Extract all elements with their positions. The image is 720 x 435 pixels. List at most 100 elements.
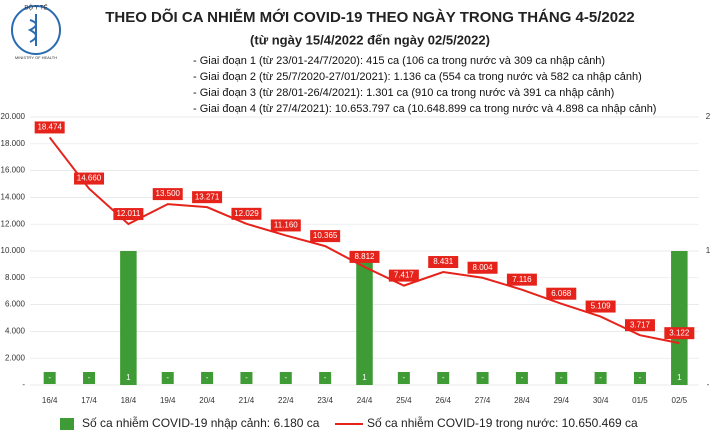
data-label-box	[349, 250, 380, 263]
bar-label-box	[161, 372, 174, 384]
bar-label: -	[403, 373, 406, 382]
data-label-box	[270, 219, 301, 232]
chart-title: THEO DÕI CA NHIỄM MỚI COVID-19 THEO NGÀY…	[105, 8, 635, 26]
bar-label: -	[284, 373, 287, 382]
annotation: - Giai đoạn 4 (từ 27/4/2021): 10.653.797…	[193, 103, 656, 115]
y-tick-label: 16.000	[1, 166, 26, 175]
bar-label: 1	[126, 373, 131, 382]
bar-label: -	[599, 373, 602, 382]
x-tick-label: 01/5	[632, 396, 648, 405]
annotation: - Giai đoạn 3 (từ 28/01-26/4/2021): 1.30…	[193, 87, 614, 99]
data-label: 11.160	[274, 221, 298, 230]
x-tick-label: 21/4	[239, 396, 255, 405]
data-label-box	[152, 188, 183, 201]
data-label-box	[506, 273, 537, 286]
data-label-box	[428, 256, 459, 269]
bar-label: -	[88, 373, 91, 382]
bar	[671, 251, 688, 385]
bar-label-box	[279, 372, 292, 384]
data-label: 8.431	[433, 257, 454, 266]
bar-label: -	[206, 373, 209, 382]
data-label: 18.474	[37, 123, 62, 132]
data-label-box	[664, 327, 695, 340]
y2-tick-label: -	[707, 380, 710, 389]
bar	[356, 251, 373, 385]
x-tick-label: 23/4	[317, 396, 333, 405]
chart-subtitle: (từ ngày 15/4/2022 đến ngày 02/5/2022)	[250, 32, 490, 47]
y-tick-label: 2.000	[5, 353, 26, 362]
y-tick-label: 20.000	[1, 112, 26, 121]
bar-label-box	[594, 372, 607, 384]
y-tick-label: 6.000	[5, 300, 26, 309]
logo-bottom: MINISTRY OF HEALTH	[15, 55, 57, 60]
legend-label: Số ca nhiễm COVID-19 trong nước: 10.650.…	[367, 415, 638, 430]
bar-label-box	[240, 372, 253, 384]
bar-label-box	[633, 372, 646, 384]
bar-label: -	[48, 373, 51, 382]
data-label: 7.116	[512, 275, 532, 284]
x-tick-label: 02/5	[672, 396, 688, 405]
logo-snake	[27, 19, 37, 43]
data-label: 12.011	[116, 209, 140, 218]
data-label: 3.122	[669, 328, 690, 337]
bar-label-box	[83, 372, 96, 384]
x-tick-label: 22/4	[278, 396, 294, 405]
data-label: 5.109	[591, 302, 612, 311]
x-tick-label: 25/4	[396, 396, 412, 405]
data-label: 14.660	[77, 174, 102, 183]
bar-label-box	[476, 372, 489, 384]
bar-label: 1	[362, 373, 367, 382]
y2-tick-label: 2	[706, 112, 711, 121]
data-label: 10.365	[313, 231, 338, 240]
x-tick-label: 20/4	[199, 396, 215, 405]
x-tick-label: 17/4	[81, 396, 97, 405]
bar-label-box	[201, 372, 214, 384]
bar-label: -	[245, 373, 248, 382]
y-tick-label: 10.000	[1, 246, 26, 255]
x-tick-label: 24/4	[357, 396, 373, 405]
data-label-box	[467, 261, 498, 274]
bar-label: -	[442, 373, 445, 382]
data-label: 8.004	[473, 263, 494, 272]
bar-label-box	[555, 372, 568, 384]
x-tick-label: 18/4	[121, 396, 137, 405]
x-tick-label: 16/4	[42, 396, 58, 405]
bar	[120, 251, 137, 385]
annotation: - Giai đoạn 1 (từ 23/01-24/7/2020): 415 …	[193, 55, 605, 67]
y-tick-label: 14.000	[1, 193, 26, 202]
x-tick-label: 19/4	[160, 396, 176, 405]
data-label: 7.417	[394, 271, 415, 280]
data-label: 13.500	[156, 189, 181, 198]
bar-label-box	[358, 372, 371, 384]
line	[48, 136, 680, 345]
y2-tick-label: 1	[706, 246, 711, 255]
x-tick-label: 30/4	[593, 396, 609, 405]
logo: BỘ Y TẾ MINISTRY OF HEALTH	[11, 5, 61, 60]
y-tick-label: 12.000	[1, 219, 26, 228]
x-tick-label: 28/4	[514, 396, 530, 405]
x-tick-label: 27/4	[475, 396, 491, 405]
y-tick-label: 8.000	[5, 273, 26, 282]
y-tick-label: 18.000	[1, 139, 26, 148]
y-tick-label: 4.000	[5, 327, 26, 336]
data-label: 12.029	[234, 209, 259, 218]
data-label-box	[231, 207, 262, 220]
data-label: 13.271	[195, 192, 220, 201]
data-label-box	[624, 319, 655, 332]
bar-label-box	[319, 372, 332, 384]
bar-label-box	[122, 372, 135, 384]
data-label: 6.068	[551, 289, 572, 298]
x-tick-label: 29/4	[553, 396, 569, 405]
y-tick-label: -	[22, 380, 25, 389]
annotation: - Giai đoạn 2 (từ 25/7/2020-27/01/2021):…	[193, 71, 642, 83]
x-tick-label: 26/4	[435, 396, 451, 405]
bar-label-box	[673, 372, 686, 384]
bar-label: -	[639, 373, 642, 382]
bar-label: -	[324, 373, 327, 382]
data-label: 8.812	[354, 252, 375, 261]
data-label-box	[546, 287, 577, 300]
data-label: 3.717	[630, 320, 651, 329]
bar-label-box	[397, 372, 410, 384]
data-label-box	[585, 300, 616, 313]
